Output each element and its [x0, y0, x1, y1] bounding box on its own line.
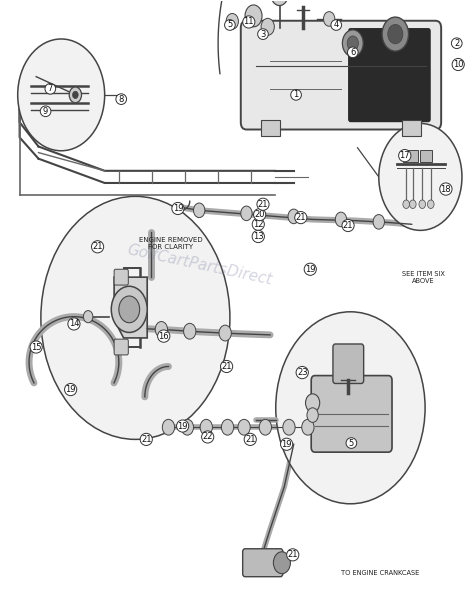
Circle shape — [302, 420, 314, 435]
Text: 18: 18 — [440, 185, 451, 194]
Text: 19: 19 — [65, 385, 76, 394]
Circle shape — [307, 408, 318, 423]
Circle shape — [69, 87, 82, 103]
Circle shape — [41, 196, 230, 439]
Circle shape — [119, 296, 140, 323]
Circle shape — [193, 203, 205, 217]
Circle shape — [111, 286, 147, 333]
Polygon shape — [114, 277, 147, 338]
Text: 10: 10 — [453, 60, 464, 69]
Circle shape — [410, 200, 416, 208]
Text: 16: 16 — [158, 331, 169, 340]
Circle shape — [276, 312, 425, 504]
Circle shape — [323, 12, 335, 26]
Text: 20: 20 — [255, 210, 265, 219]
Text: 21: 21 — [258, 200, 268, 209]
Text: 21: 21 — [296, 213, 306, 222]
Circle shape — [238, 420, 250, 435]
Text: 19: 19 — [173, 204, 183, 213]
Text: 13: 13 — [253, 232, 264, 241]
Text: 1: 1 — [293, 90, 299, 99]
Circle shape — [379, 124, 462, 230]
FancyBboxPatch shape — [114, 339, 128, 355]
Text: 23: 23 — [297, 368, 308, 377]
Circle shape — [219, 325, 231, 341]
Text: 19: 19 — [282, 440, 292, 449]
Circle shape — [283, 420, 295, 435]
Circle shape — [226, 13, 238, 29]
Text: 9: 9 — [43, 107, 48, 116]
Text: 6: 6 — [350, 48, 356, 57]
FancyBboxPatch shape — [333, 344, 364, 384]
Text: 21: 21 — [245, 435, 255, 444]
FancyBboxPatch shape — [311, 376, 392, 452]
Text: 21: 21 — [141, 435, 152, 444]
Circle shape — [388, 24, 403, 44]
Text: 21: 21 — [288, 551, 298, 559]
Circle shape — [155, 322, 167, 337]
Text: 8: 8 — [118, 94, 124, 104]
Text: 5: 5 — [349, 438, 354, 448]
Text: 12: 12 — [253, 220, 264, 229]
Circle shape — [241, 206, 252, 220]
Circle shape — [373, 214, 384, 229]
Text: 14: 14 — [69, 320, 79, 328]
Circle shape — [261, 18, 274, 35]
Text: 4: 4 — [334, 21, 339, 29]
Circle shape — [259, 420, 272, 435]
FancyBboxPatch shape — [261, 121, 280, 136]
FancyBboxPatch shape — [402, 121, 421, 136]
Circle shape — [73, 91, 78, 99]
Circle shape — [382, 17, 409, 51]
Circle shape — [403, 200, 410, 208]
Text: 19: 19 — [177, 421, 188, 431]
Circle shape — [162, 420, 174, 435]
Text: TO ENGINE CRANKCASE: TO ENGINE CRANKCASE — [341, 570, 419, 576]
Text: 15: 15 — [31, 342, 41, 351]
Circle shape — [83, 311, 93, 323]
Text: 2: 2 — [454, 39, 459, 48]
FancyBboxPatch shape — [403, 150, 418, 162]
FancyBboxPatch shape — [348, 28, 431, 122]
Circle shape — [428, 200, 434, 208]
Circle shape — [18, 39, 105, 151]
Circle shape — [347, 36, 358, 51]
Text: 21: 21 — [343, 221, 353, 230]
Text: SEE ITEM SIX
ABOVE: SEE ITEM SIX ABOVE — [402, 270, 445, 284]
FancyBboxPatch shape — [241, 21, 441, 130]
Text: 7: 7 — [47, 84, 53, 93]
Text: 11: 11 — [244, 18, 254, 26]
Circle shape — [183, 323, 196, 339]
Text: 21: 21 — [92, 242, 103, 252]
Text: 3: 3 — [260, 30, 266, 38]
Circle shape — [273, 552, 291, 574]
Circle shape — [306, 394, 319, 412]
Text: GolfCartPartsDirect: GolfCartPartsDirect — [125, 242, 273, 287]
Circle shape — [335, 212, 346, 227]
FancyBboxPatch shape — [114, 269, 128, 285]
Circle shape — [288, 209, 300, 224]
Circle shape — [342, 30, 363, 57]
Circle shape — [181, 420, 193, 435]
Text: 22: 22 — [202, 432, 213, 442]
Text: ENGINE REMOVED
FOR CLARITY: ENGINE REMOVED FOR CLARITY — [139, 238, 203, 250]
Text: 21: 21 — [221, 362, 232, 371]
Circle shape — [419, 200, 426, 208]
Text: 17: 17 — [400, 151, 410, 160]
Circle shape — [245, 5, 262, 27]
Circle shape — [221, 420, 234, 435]
FancyBboxPatch shape — [243, 549, 283, 577]
Circle shape — [271, 0, 288, 5]
Text: 5: 5 — [228, 21, 233, 29]
Text: 19: 19 — [305, 265, 316, 274]
Circle shape — [200, 420, 212, 435]
FancyBboxPatch shape — [420, 150, 432, 162]
